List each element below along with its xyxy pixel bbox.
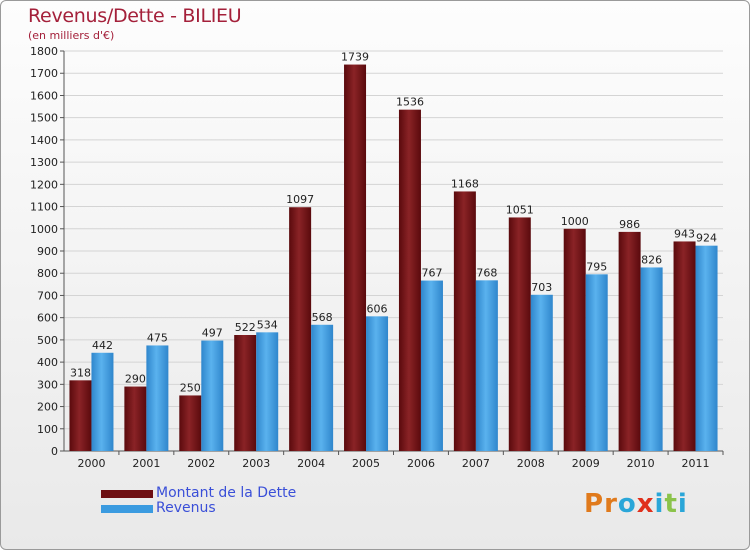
data-label-debt: 1000	[561, 215, 589, 228]
bar-revenue	[256, 332, 279, 451]
bar-revenue	[530, 294, 553, 451]
logo-letter: P	[584, 489, 605, 519]
x-tick-label: 2009	[572, 457, 600, 470]
bar-debt	[563, 228, 586, 451]
data-label-debt: 1051	[506, 203, 534, 216]
data-label-revenue: 768	[476, 266, 497, 279]
data-label-revenue: 475	[147, 331, 168, 344]
data-label-revenue: 568	[312, 311, 333, 324]
proxiti-logo: Proxiti	[584, 489, 688, 519]
bar-debt	[234, 335, 257, 451]
data-label-revenue: 442	[92, 339, 113, 352]
x-tick-label: 2011	[682, 457, 710, 470]
bar-revenue	[201, 340, 224, 451]
y-tick-label: 800	[37, 267, 58, 280]
bar-revenue	[695, 245, 718, 451]
logo-letter: i	[654, 489, 665, 519]
data-label-debt: 522	[235, 321, 256, 334]
data-label-debt: 318	[70, 366, 91, 379]
data-label-debt: 250	[180, 381, 201, 394]
data-label-revenue: 826	[641, 253, 662, 266]
bar-debt	[69, 380, 92, 451]
legend-label-debt: Montant de la Dette	[156, 485, 297, 501]
bar-revenue	[585, 274, 608, 451]
x-tick-label: 2010	[627, 457, 655, 470]
bar-debt	[508, 217, 531, 451]
x-tick-label: 2000	[77, 457, 105, 470]
bar-revenue	[91, 352, 114, 451]
y-tick-label: 600	[37, 312, 58, 325]
bar-debt	[398, 109, 421, 452]
y-tick-label: 200	[37, 401, 58, 414]
data-label-debt: 290	[125, 373, 146, 386]
bar-debt	[618, 231, 641, 451]
x-tick-label: 2006	[407, 457, 435, 470]
bar-debt	[179, 395, 202, 451]
y-tick-label: 300	[37, 378, 58, 391]
bar-debt	[289, 207, 312, 451]
bar-revenue	[366, 316, 389, 451]
bar-revenue	[311, 324, 334, 451]
logo-letter: x	[636, 489, 655, 519]
x-tick-label: 2004	[297, 457, 325, 470]
bar-debt	[344, 64, 367, 452]
logo-letter: r	[604, 489, 618, 519]
data-label-debt: 1168	[451, 177, 479, 190]
y-tick-label: 1200	[30, 178, 58, 191]
data-label-revenue: 703	[531, 281, 552, 294]
x-tick-label: 2008	[517, 457, 545, 470]
logo-letter: i	[677, 489, 688, 519]
y-tick-label: 1000	[30, 223, 58, 236]
bar-debt	[453, 191, 476, 451]
data-label-revenue: 767	[421, 267, 442, 280]
data-label-debt: 986	[619, 218, 640, 231]
data-label-debt: 943	[674, 227, 695, 240]
data-label-debt: 1739	[341, 51, 369, 64]
data-label-revenue: 497	[202, 327, 223, 340]
x-tick-label: 2001	[132, 457, 160, 470]
data-label-revenue: 924	[696, 232, 717, 245]
y-tick-label: 900	[37, 245, 58, 258]
chart-title: Revenus/Dette - BILIEU	[28, 5, 242, 27]
y-tick-label: 1600	[30, 89, 58, 102]
y-tick-label: 500	[37, 334, 58, 347]
data-label-debt: 1536	[396, 96, 424, 109]
logo-letter: t	[664, 489, 678, 519]
logo-letter: o	[617, 489, 637, 519]
data-label-revenue: 795	[586, 260, 607, 273]
data-label-revenue: 534	[257, 318, 278, 331]
data-label-debt: 1097	[286, 193, 314, 206]
y-tick-label: 1400	[30, 134, 58, 147]
bar-revenue	[475, 280, 498, 451]
legend-swatch-debt	[101, 490, 153, 498]
x-tick-label: 2003	[242, 457, 270, 470]
bar-revenue	[146, 345, 169, 451]
y-tick-label: 1700	[30, 67, 58, 80]
bar-revenue	[640, 267, 663, 451]
y-tick-label: 700	[37, 289, 58, 302]
y-tick-label: 100	[37, 423, 58, 436]
data-label-revenue: 606	[367, 302, 388, 315]
bar-revenue	[420, 280, 443, 451]
y-tick-label: 1500	[30, 112, 58, 125]
bar-debt	[124, 386, 147, 451]
y-tick-label: 1100	[30, 201, 58, 214]
y-tick-label: 0	[51, 445, 58, 458]
x-tick-label: 2002	[187, 457, 215, 470]
legend-label-revenue: Revenus	[156, 500, 216, 516]
y-tick-label: 400	[37, 356, 58, 369]
x-tick-label: 2007	[462, 457, 490, 470]
bar-debt	[673, 241, 696, 451]
y-tick-label: 1300	[30, 156, 58, 169]
x-tick-label: 2005	[352, 457, 380, 470]
chart-subtitle: (en milliers d'€)	[28, 29, 115, 42]
y-tick-label: 1800	[30, 45, 58, 58]
legend-swatch-revenue	[101, 505, 153, 513]
